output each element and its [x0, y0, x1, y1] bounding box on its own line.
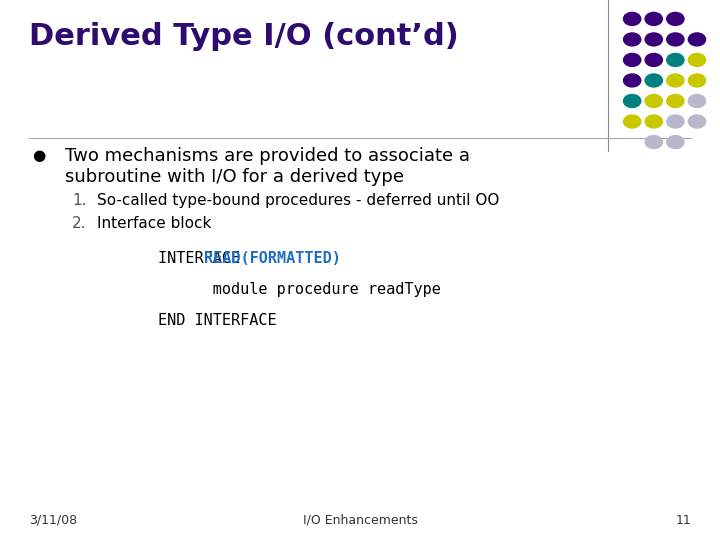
Text: READ(FORMATTED): READ(FORMATTED)	[204, 251, 341, 266]
Circle shape	[688, 115, 706, 128]
Circle shape	[624, 33, 641, 46]
Circle shape	[667, 33, 684, 46]
Circle shape	[667, 12, 684, 25]
Text: So-called type-bound procedures - deferred until OO: So-called type-bound procedures - deferr…	[97, 193, 500, 208]
Text: 11: 11	[675, 514, 691, 526]
Circle shape	[667, 74, 684, 87]
Circle shape	[645, 136, 662, 148]
Circle shape	[645, 12, 662, 25]
Text: END INTERFACE: END INTERFACE	[158, 313, 277, 328]
Text: 3/11/08: 3/11/08	[29, 514, 77, 526]
Text: 2.: 2.	[72, 216, 86, 231]
Circle shape	[688, 53, 706, 66]
Circle shape	[688, 74, 706, 87]
Circle shape	[645, 74, 662, 87]
Text: I/O Enhancements: I/O Enhancements	[302, 514, 418, 526]
Text: ●: ●	[32, 148, 45, 164]
Circle shape	[645, 33, 662, 46]
Text: subroutine with I/O for a derived type: subroutine with I/O for a derived type	[65, 168, 404, 186]
Circle shape	[624, 74, 641, 87]
Circle shape	[667, 136, 684, 148]
Circle shape	[688, 94, 706, 107]
Circle shape	[624, 53, 641, 66]
Text: 1.: 1.	[72, 193, 86, 208]
Text: Two mechanisms are provided to associate a: Two mechanisms are provided to associate…	[65, 147, 470, 165]
Text: Interface block: Interface block	[97, 216, 212, 231]
Circle shape	[624, 94, 641, 107]
Circle shape	[645, 94, 662, 107]
Text: module procedure readType: module procedure readType	[158, 282, 441, 297]
Text: Derived Type I/O (cont’d): Derived Type I/O (cont’d)	[29, 22, 459, 51]
Circle shape	[667, 94, 684, 107]
Text: INTERFACE: INTERFACE	[158, 251, 250, 266]
Circle shape	[667, 53, 684, 66]
Circle shape	[645, 115, 662, 128]
Circle shape	[667, 115, 684, 128]
Circle shape	[645, 53, 662, 66]
Circle shape	[624, 115, 641, 128]
Circle shape	[624, 12, 641, 25]
Circle shape	[688, 33, 706, 46]
